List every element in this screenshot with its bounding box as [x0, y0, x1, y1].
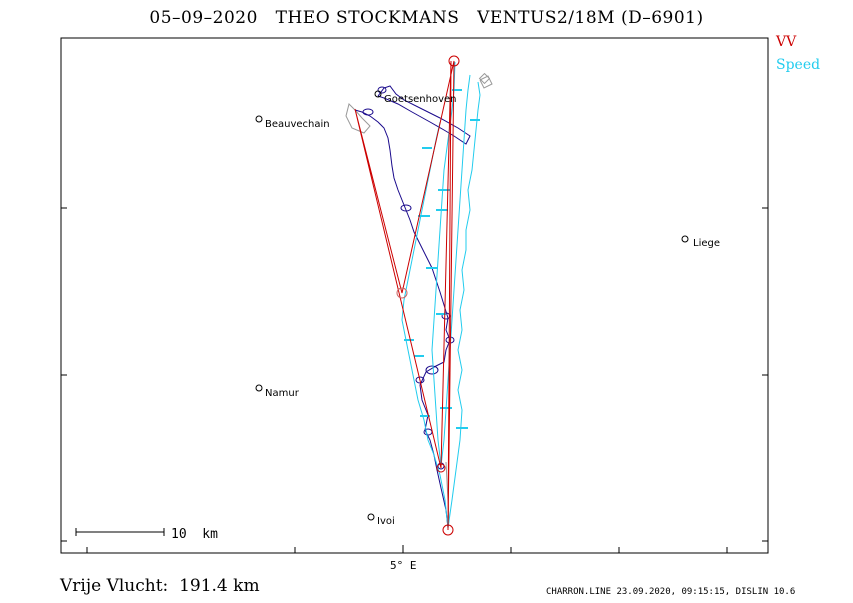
place-label-namur: Namur	[265, 388, 300, 399]
software-text: CHARRON.LINE 23.09.2020, 09:15:15, DISLI…	[546, 587, 796, 597]
scale-bar	[75, 528, 165, 536]
place-goetsenhoven: Goetsenhoven	[374, 90, 457, 105]
turnpoint-mid	[396, 287, 408, 299]
start-finish	[442, 524, 454, 536]
map-title: 05–09–2020 THEO STOCKMANS VENTUS2/18M (D…	[149, 8, 704, 28]
place-label-ivoi: Ivoi	[377, 516, 395, 527]
glide-track	[345, 75, 493, 529]
turnpoint-south	[436, 463, 446, 473]
turnpoint-north	[448, 55, 460, 67]
place-marker	[255, 384, 263, 392]
speed-track	[401, 61, 481, 529]
task-lines	[354, 60, 455, 531]
diamond-marker	[478, 72, 491, 85]
place-namur: Namur	[255, 384, 300, 399]
place-ivoi: Ivoi	[367, 513, 395, 527]
axis-ticks	[61, 207, 768, 553]
place-liege: Liege	[681, 235, 720, 249]
turnpoint-markers	[396, 55, 460, 536]
place-label-liege: Liege	[693, 238, 720, 249]
place-beauvechain: Beauvechain	[255, 115, 330, 130]
legend-speed: Speed	[776, 57, 821, 73]
distance-text: Vrije Vlucht: 191.4 km	[60, 576, 260, 596]
speed-ticks	[404, 89, 480, 429]
place-marker	[681, 235, 689, 243]
place-label-beauvechain: Beauvechain	[265, 119, 330, 130]
place-marker	[367, 513, 375, 521]
map-frame	[60, 37, 769, 554]
longitude-label: 5° E	[390, 559, 417, 572]
place-label-goetsenhoven: Goetsenhoven	[384, 94, 457, 105]
legend-vv: VV	[776, 34, 797, 50]
place-marker	[374, 90, 382, 98]
scale-bar-label: 10 km	[171, 527, 218, 542]
place-marker	[255, 115, 263, 123]
